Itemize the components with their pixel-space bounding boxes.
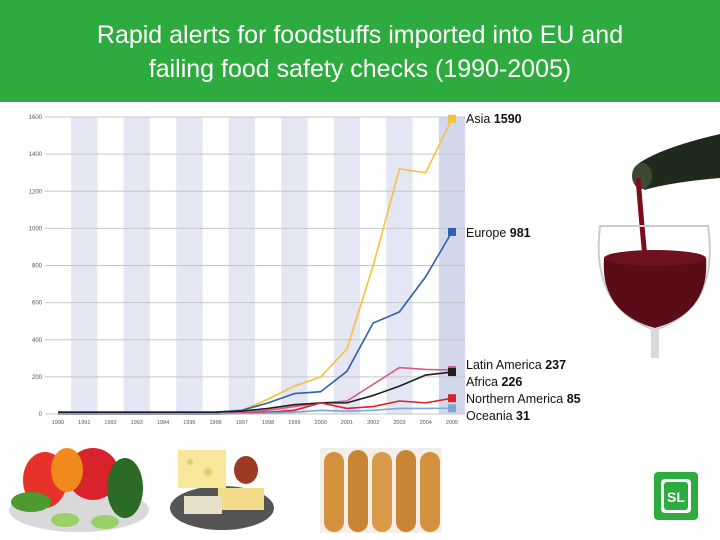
series-line <box>58 371 453 413</box>
company-logo: SL <box>654 472 698 520</box>
x-tick-label: 1997 <box>236 420 248 426</box>
legend-series-value: 237 <box>545 358 567 372</box>
legend-series-name: Latin America <box>466 358 546 372</box>
x-tick-label: 2002 <box>367 420 379 426</box>
slide-title: Rapid alerts for foodstuffs imported int… <box>0 18 720 86</box>
y-tick-label: 1600 <box>29 115 43 121</box>
legend-series-value: 85 <box>566 392 581 406</box>
x-tick-label: 2005 <box>446 420 458 426</box>
y-tick-label: 1000 <box>29 226 43 232</box>
y-tick-label: 200 <box>32 375 43 381</box>
glass-stem <box>651 328 659 358</box>
title-banner: Rapid alerts for foodstuffs imported int… <box>0 0 720 102</box>
series-end-marker <box>448 368 456 377</box>
x-tick-label: 1992 <box>104 420 116 426</box>
wine-glass-photo <box>597 134 720 358</box>
x-tick-label: 1998 <box>262 420 274 426</box>
x-tick-label: 1996 <box>209 420 221 426</box>
series-end-marker <box>448 227 456 236</box>
x-tick-label: 1994 <box>157 420 169 426</box>
legend-series-name: Africa <box>466 375 502 389</box>
vegetables-photo <box>9 448 149 532</box>
legend-entry: Oceania 31 <box>466 408 530 425</box>
legend-series-name: Northern America <box>466 392 567 406</box>
wine-in-glass <box>603 258 707 328</box>
y-tick-label: 400 <box>32 338 43 344</box>
y-tick-label: 0 <box>39 412 43 418</box>
wine-bottle <box>632 134 720 190</box>
x-tick-label: 2000 <box>315 420 327 426</box>
x-tick-label: 1993 <box>131 420 143 426</box>
legend-entry: Latin America 237 <box>466 357 566 374</box>
legend-entry: Northern America 85 <box>466 391 581 408</box>
logo-mark: SL <box>661 479 691 513</box>
x-tick-label: 1990 <box>52 420 64 426</box>
y-tick-label: 600 <box>32 301 43 307</box>
x-tick-label: 1995 <box>183 420 195 426</box>
x-tick-label: 1991 <box>78 420 90 426</box>
legend-series-value: 1590 <box>493 112 522 126</box>
legend-series-value: 981 <box>509 226 531 240</box>
line-chart: 0 200 400 600 800 1000 1200 1400 1600 1990 1991 199… <box>29 114 466 426</box>
legend-series-name: Oceania <box>466 409 517 423</box>
y-tick-label: 1200 <box>29 189 43 195</box>
legend-entry: Asia 1590 <box>466 111 522 128</box>
series-end-marker <box>448 394 456 403</box>
legend-series-name: Asia <box>466 112 494 126</box>
logo-text: SL <box>667 489 685 505</box>
legend-series-value: 31 <box>516 409 530 423</box>
x-tick-label: 2001 <box>341 420 353 426</box>
x-tick-label: 1999 <box>288 420 300 426</box>
legend-series-value: 226 <box>501 375 523 389</box>
y-tick-label: 1400 <box>29 152 43 158</box>
legend-entry: Europe 981 <box>466 225 531 242</box>
title-line-1: Rapid alerts for foodstuffs imported int… <box>96 21 624 49</box>
y-tick-label: 800 <box>32 264 43 270</box>
series-line <box>58 407 453 415</box>
series-end-marker <box>448 404 456 413</box>
bread-loaves-photo <box>320 448 442 533</box>
legend-entry: Africa 226 <box>466 374 522 391</box>
series-end-marker <box>448 114 456 123</box>
x-tick-label: 2004 <box>420 420 432 426</box>
title-line-2: failing food safety checks (1990-2005) <box>148 55 572 83</box>
x-tick-label: 2003 <box>393 420 405 426</box>
cheese-platter-photo <box>170 450 274 530</box>
legend-series-name: Europe <box>466 226 510 240</box>
